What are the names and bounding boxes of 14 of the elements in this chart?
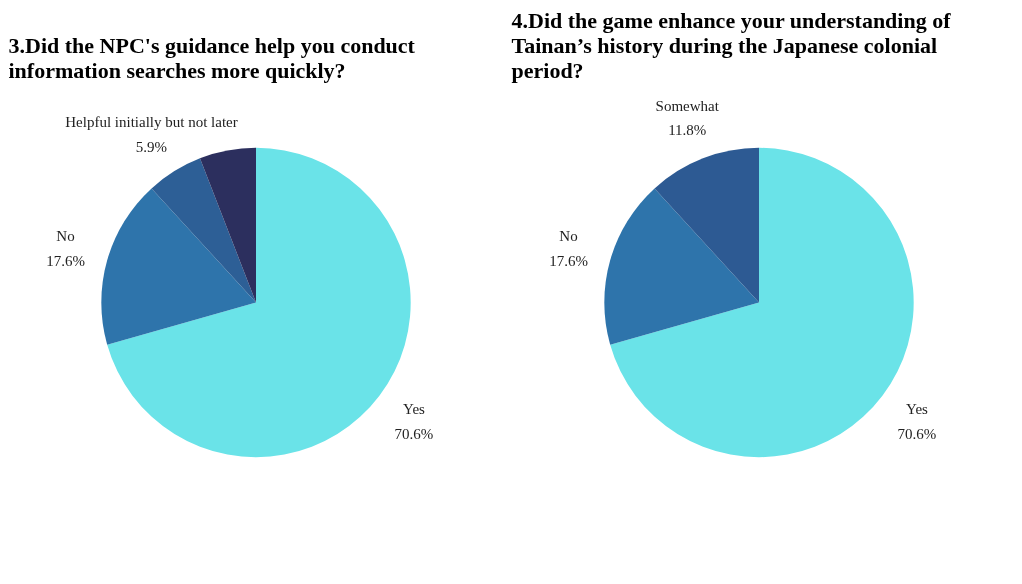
- chart-title: 3.Did the NPC's guidance help you conduct information searches more quickly?: [8, 32, 416, 83]
- data-label: 70.6%: [897, 426, 937, 443]
- data-label: 5.9%: [135, 138, 168, 155]
- data-label: 17.6%: [549, 252, 588, 269]
- slice-label: No: [559, 228, 578, 245]
- data-label: 17.6%: [46, 252, 85, 269]
- slice-label: Somewhat: [655, 97, 720, 114]
- data-label: 70.6%: [394, 426, 434, 443]
- slice-label: No: [56, 228, 75, 245]
- chart-title: 4.Did the game enhance your understanding of Tainan’s history during the Japanese colonial period?: [511, 7, 952, 83]
- slice-label: Yes: [403, 401, 426, 418]
- slice-label: Helpful initially but not later: [65, 113, 238, 130]
- slice-label: Yes: [906, 401, 929, 418]
- data-label: 11.8%: [668, 122, 707, 139]
